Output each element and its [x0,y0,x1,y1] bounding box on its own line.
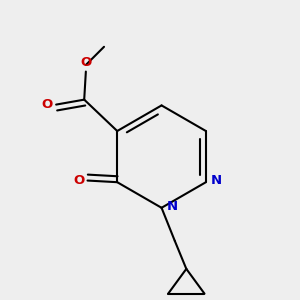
Text: O: O [80,56,92,69]
Text: N: N [211,174,222,187]
Text: O: O [73,174,84,187]
Text: O: O [42,98,53,111]
Text: N: N [167,200,178,213]
